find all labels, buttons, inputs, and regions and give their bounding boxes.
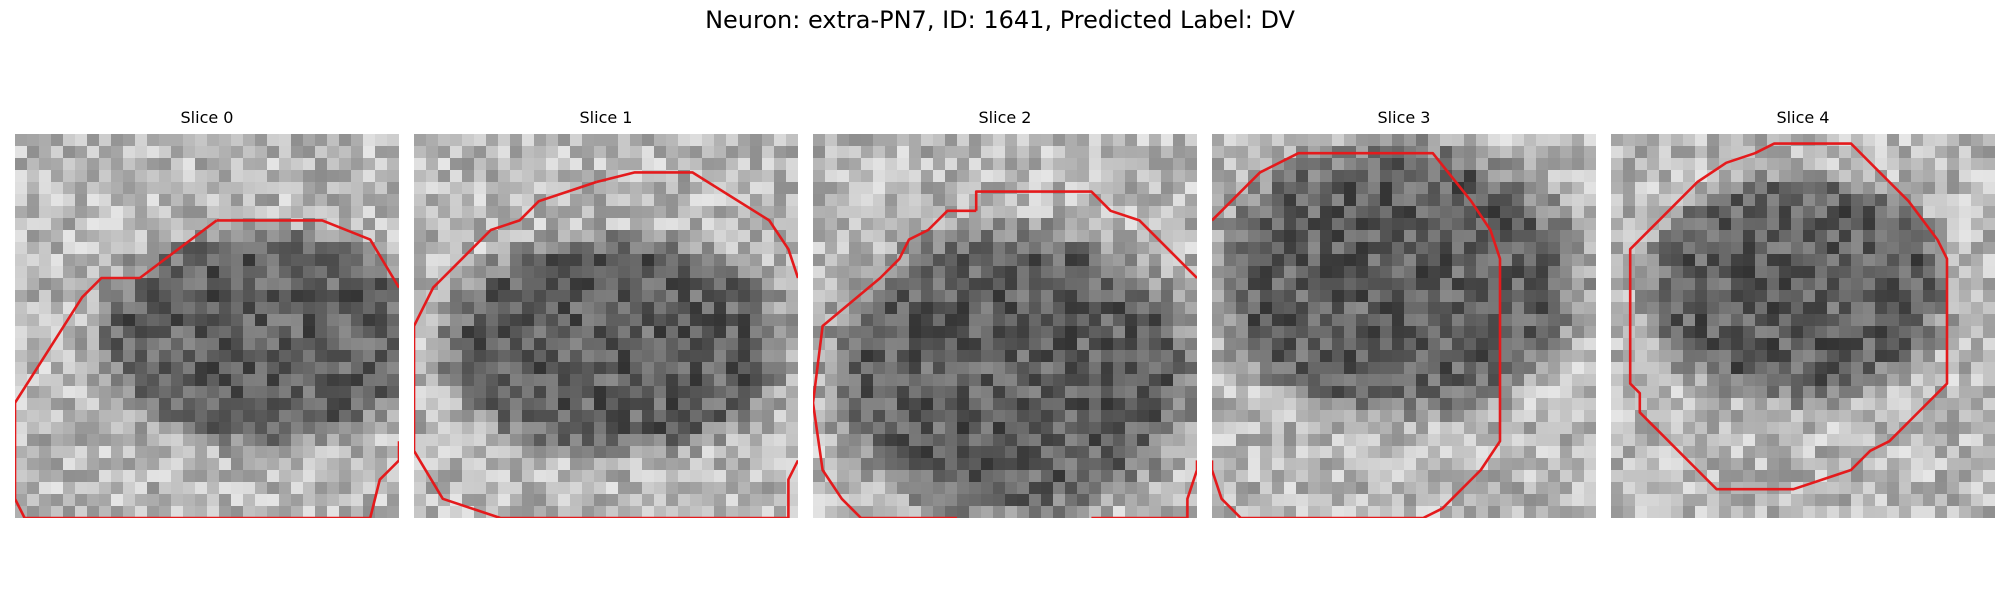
contour-line — [414, 180, 798, 518]
pixel-grid — [813, 134, 1197, 518]
pixel-grid — [1611, 134, 1995, 518]
contour-line — [216, 219, 399, 289]
slice-image — [1212, 134, 1596, 518]
slice-image — [1611, 134, 1995, 518]
contour-line — [1628, 142, 1949, 491]
contour-line — [974, 190, 1197, 279]
slice-image — [813, 134, 1197, 518]
contour-line — [1212, 151, 1502, 518]
pixel-grid — [15, 134, 399, 518]
slice-title: Slice 4 — [1776, 108, 1830, 127]
slice-image — [15, 134, 399, 518]
contour-line — [813, 209, 977, 518]
pixel-grid — [414, 134, 798, 518]
contour-line — [15, 219, 399, 518]
pixel-grid — [1212, 134, 1596, 518]
figure-title: Neuron: extra-PN7, ID: 1641, Predicted L… — [705, 6, 1295, 34]
contour-line — [596, 171, 798, 279]
slice-title: Slice 0 — [180, 108, 234, 127]
slice-title: Slice 3 — [1377, 108, 1431, 127]
slice-title: Slice 2 — [978, 108, 1032, 127]
slice-image — [414, 134, 798, 518]
slice-title: Slice 1 — [579, 108, 633, 127]
